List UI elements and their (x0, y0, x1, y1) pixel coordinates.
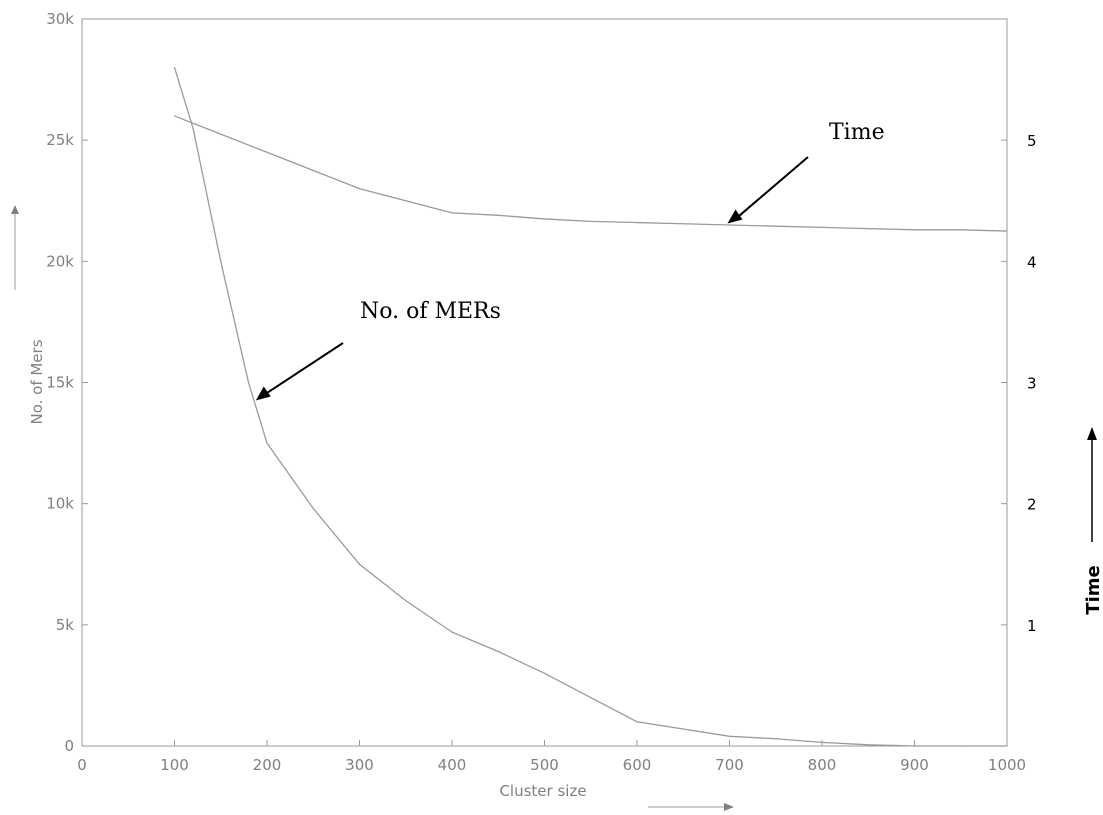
y2-tick-label: 3 (1027, 375, 1037, 393)
x-axis-ticks: 0 100 200 300 400 500 600 700 800 900 1000 (77, 740, 1026, 774)
annotations: Time No. of MERs (255, 120, 885, 401)
mers-data-point (266, 442, 268, 444)
time-data-point (1006, 230, 1008, 232)
x-tick-label: 600 (623, 756, 652, 774)
mers-data-point (636, 721, 638, 723)
y2-tick-label: 2 (1027, 496, 1037, 514)
y2-tick-label: 5 (1027, 132, 1037, 150)
y-tick-label: 5k (56, 616, 75, 634)
x-tick-label: 900 (900, 756, 929, 774)
y-tick-label: 0 (64, 737, 74, 755)
x-axis-title: Cluster size (499, 782, 586, 800)
time-annotation-arrow-line (738, 156, 809, 217)
mers-data-point (682, 728, 684, 730)
y2-axis-title: Time (1083, 565, 1103, 614)
mers-data-point (590, 696, 592, 699)
mers-data-point (312, 507, 314, 510)
y2-axis-arrow-head (1087, 427, 1097, 440)
x-axis-arrow-head (724, 803, 734, 811)
mers-data-point (192, 127, 194, 129)
x-tick-label: 800 (808, 756, 837, 774)
y-tick-label: 25k (46, 131, 74, 149)
mers-data-point (405, 600, 407, 602)
mers-data-point (960, 745, 962, 747)
time-data-point (821, 226, 823, 229)
time-data-point (266, 151, 268, 153)
time-data-point (451, 212, 453, 214)
y-tick-label: 30k (46, 10, 74, 28)
time-data-point (312, 169, 314, 172)
y-axis-title: No. of Mers (28, 339, 46, 424)
y-tick-label: 10k (46, 495, 74, 513)
mers-annotation-arrow-line (267, 342, 344, 394)
time-data-point (543, 218, 546, 220)
x-tick-label: 100 (160, 756, 189, 774)
mers-data-point (543, 672, 546, 674)
x-tick-label: 400 (438, 756, 467, 774)
time-data-point (405, 200, 407, 202)
mers-data-point (867, 744, 869, 746)
x-tick-label: 1000 (988, 756, 1026, 774)
mers-data-point (821, 741, 823, 743)
mers-data-point (247, 381, 250, 384)
time-data-point (913, 229, 916, 231)
x-tick-label: 300 (345, 756, 374, 774)
time-data-point (220, 133, 222, 135)
y2-tick-label: 4 (1027, 253, 1037, 271)
mers-data-point (220, 260, 222, 262)
mers-data-point (451, 631, 453, 633)
mers-data-point (497, 650, 499, 653)
y-tick-label: 15k (46, 374, 74, 392)
time-data-point (358, 188, 361, 190)
y-axis-ticks: 0 5k 10k 15k 20k 25k 30k (46, 10, 88, 755)
x-tick-label: 0 (77, 756, 87, 774)
time-annotation-arrow-head (727, 209, 743, 224)
series-layer (173, 66, 1008, 747)
mers-data-point (775, 738, 777, 740)
mers-data-point (358, 563, 361, 565)
time-data-point (682, 223, 684, 225)
x-tick-label: 700 (715, 756, 744, 774)
mers-annotation-label: No. of MERs (360, 299, 501, 324)
x-tick-label: 500 (530, 756, 559, 774)
time-data-point (173, 115, 176, 117)
mers-data-point (1006, 745, 1008, 747)
time-data-point (590, 220, 592, 222)
y-tick-label: 20k (46, 252, 74, 270)
mers-data-point (913, 745, 916, 747)
time-data-point (867, 228, 869, 230)
x-tick-label: 200 (253, 756, 282, 774)
time-data-point (775, 225, 777, 227)
mers-annotation-arrow-head (255, 386, 271, 401)
mers-data-point (173, 66, 176, 69)
time-data-point (728, 224, 731, 226)
y-axis-arrow-head (11, 205, 19, 214)
time-data-point (636, 221, 638, 224)
mers-data-point (728, 735, 731, 737)
y2-axis-ticks: 1 2 3 4 5 (1001, 132, 1037, 635)
time-annotation-label: Time (829, 120, 885, 145)
time-data-point (497, 214, 499, 216)
y2-tick-label: 1 (1027, 617, 1037, 635)
time-data-point (960, 229, 962, 231)
